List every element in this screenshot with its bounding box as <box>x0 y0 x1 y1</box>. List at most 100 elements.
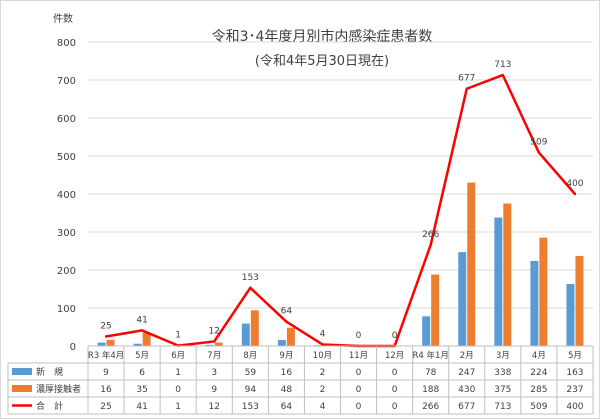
legend-key <box>12 385 32 392</box>
table-cell: 400 <box>566 402 583 412</box>
y-tick-label: 0 <box>70 342 76 353</box>
total-point <box>573 192 577 196</box>
bar-new <box>530 260 539 346</box>
table-cell: 0 <box>175 385 181 395</box>
bar-new <box>205 344 214 346</box>
table-cell: 153 <box>242 402 259 412</box>
y-tick-label: 200 <box>57 266 76 277</box>
data-label: 0 <box>392 331 398 341</box>
data-label: 713 <box>494 60 511 70</box>
bar-contact <box>250 310 259 346</box>
table-cell: 285 <box>530 385 547 395</box>
bar-new <box>422 316 431 346</box>
x-tick-label: 10月 <box>313 351 332 361</box>
table-cell: 677 <box>458 402 475 412</box>
total-line <box>105 73 576 348</box>
chart-title: 令和3･4年度月別市内感染症患者数 <box>212 28 433 45</box>
data-label: 4 <box>320 329 326 339</box>
bar-new <box>241 323 250 346</box>
table-cell: 6 <box>139 368 145 378</box>
table-cell: 64 <box>281 402 293 412</box>
table-cell: 9 <box>103 368 109 378</box>
table-cell: 41 <box>136 402 147 412</box>
x-tick-label: 6月 <box>171 351 185 361</box>
bar-contact <box>214 342 223 346</box>
total-point <box>140 329 144 332</box>
x-tick-label: 5月 <box>568 351 582 361</box>
table-cell: 0 <box>392 402 398 412</box>
table-cell: 509 <box>530 402 547 412</box>
y-axis-label: 件数 <box>53 12 73 25</box>
data-label: 677 <box>458 74 475 84</box>
data-label: 266 <box>422 230 439 240</box>
table-cell: 25 <box>100 402 111 412</box>
legend-label: 新 規 <box>36 366 63 378</box>
table-cell: 35 <box>136 385 147 395</box>
total-point <box>249 286 252 290</box>
y-tick-label: 300 <box>57 228 76 239</box>
bar-new <box>458 252 467 346</box>
total-point <box>465 87 468 90</box>
bar-contact <box>467 182 476 346</box>
data-label: 0 <box>356 331 362 341</box>
table-cell: 713 <box>494 402 511 412</box>
y-tick-label: 500 <box>57 152 76 163</box>
bar-contact <box>142 332 151 346</box>
bar-new <box>133 343 142 346</box>
total-point <box>501 73 505 77</box>
x-tick-label: 5月 <box>135 351 149 361</box>
legend-label: 合 計 <box>36 400 63 412</box>
data-label: 64 <box>281 307 293 317</box>
table-cell: 0 <box>356 402 362 412</box>
table-cell: 224 <box>530 368 547 378</box>
x-tick-label: 9月 <box>279 351 293 361</box>
table-cell: 266 <box>422 402 439 412</box>
table-cell: 16 <box>281 368 293 378</box>
bar-new <box>277 339 286 346</box>
data-label: 400 <box>566 179 583 189</box>
total-point <box>321 343 324 346</box>
y-tick-label: 600 <box>57 114 76 125</box>
y-tick-label: 800 <box>57 38 76 49</box>
data-label: 41 <box>136 315 147 325</box>
data-label: 25 <box>100 322 111 332</box>
table-cell: 2 <box>320 385 326 395</box>
x-tick-label: 7月 <box>207 351 221 361</box>
data-label: 12 <box>209 326 220 336</box>
table-cell: 0 <box>392 368 398 378</box>
table-cell: 1 <box>175 368 181 378</box>
table-cell: 430 <box>458 385 475 395</box>
table-cell: 247 <box>458 368 475 378</box>
total-point <box>429 243 432 247</box>
x-tick-label: 2月 <box>460 351 474 361</box>
table-cell: 16 <box>100 385 112 395</box>
legend-key <box>12 368 32 375</box>
table-cell: 9 <box>211 385 217 395</box>
table-cell: 0 <box>356 368 362 378</box>
table-cell: 12 <box>209 402 220 412</box>
bar-contact <box>539 237 548 346</box>
table-cell: 94 <box>245 385 257 395</box>
total-point <box>285 320 288 323</box>
x-tick-label: R3 年4月 <box>88 350 124 361</box>
y-tick-label: 100 <box>57 304 76 315</box>
table-cell: 78 <box>425 368 437 378</box>
table-cell: 375 <box>494 385 511 395</box>
table-cell: 2 <box>320 368 326 378</box>
table-cell: 163 <box>566 368 583 378</box>
y-tick-label: 700 <box>57 76 76 87</box>
x-tick-label: R4 年1月 <box>412 350 448 361</box>
bar-contact <box>286 327 295 346</box>
x-tick-label: 12月 <box>385 351 404 361</box>
table-cell: 237 <box>566 385 583 395</box>
table-cell: 1 <box>175 402 181 412</box>
bar-contact <box>431 274 440 346</box>
bar-contact <box>503 203 512 346</box>
table-cell: 0 <box>356 385 362 395</box>
total-point <box>213 340 216 343</box>
table-cell: 59 <box>245 368 257 378</box>
x-tick-label: 11月 <box>349 351 368 361</box>
x-tick-label: 8月 <box>243 351 257 361</box>
data-label: 1 <box>175 331 181 341</box>
